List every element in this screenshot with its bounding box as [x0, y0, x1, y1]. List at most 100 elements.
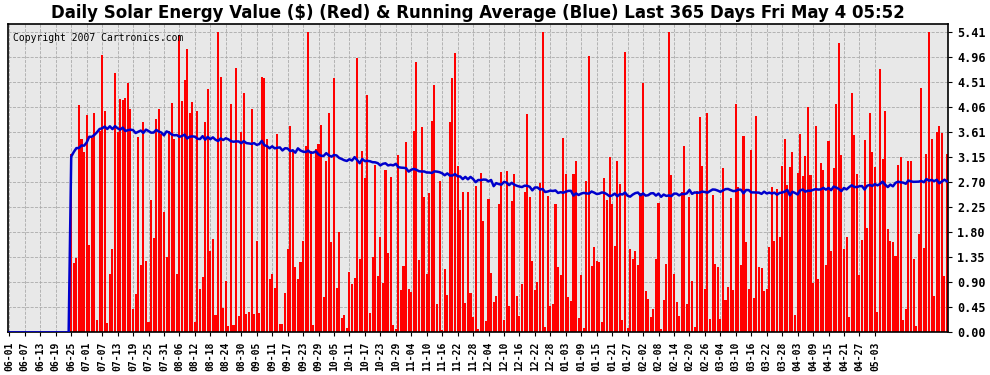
Bar [310, 151, 312, 332]
Bar [557, 267, 559, 332]
Bar [655, 260, 657, 332]
Bar [627, 328, 629, 332]
Bar [570, 301, 572, 332]
Bar [75, 258, 77, 332]
Bar [786, 185, 788, 332]
Bar [70, 154, 72, 332]
Bar [526, 114, 529, 332]
Bar [773, 242, 775, 332]
Bar [112, 249, 114, 332]
Bar [675, 302, 677, 332]
Bar [828, 141, 830, 332]
Bar [644, 291, 646, 332]
Bar [549, 306, 551, 332]
Bar [939, 126, 940, 332]
Bar [850, 93, 852, 332]
Bar [567, 297, 569, 332]
Bar [848, 316, 850, 332]
Bar [101, 56, 103, 332]
Bar [318, 144, 320, 332]
Bar [825, 265, 827, 332]
Bar [448, 122, 450, 332]
Bar [593, 247, 595, 332]
Bar [742, 136, 744, 332]
Bar [464, 303, 466, 332]
Bar [284, 293, 286, 332]
Bar [606, 200, 608, 332]
Text: Copyright 2007 Cartronics.com: Copyright 2007 Cartronics.com [13, 33, 183, 43]
Bar [222, 308, 224, 332]
Bar [791, 152, 794, 332]
Bar [467, 192, 469, 332]
Bar [431, 121, 433, 332]
Bar [619, 184, 621, 332]
Bar [603, 178, 606, 332]
Bar [544, 327, 546, 332]
Bar [99, 131, 101, 332]
Bar [740, 265, 742, 332]
Bar [876, 312, 878, 332]
Bar [539, 183, 542, 332]
Bar [583, 328, 585, 332]
Bar [451, 78, 453, 332]
Bar [632, 259, 634, 332]
Bar [717, 267, 719, 332]
Bar [461, 192, 463, 332]
Bar [554, 204, 556, 332]
Bar [286, 249, 289, 332]
Bar [73, 263, 75, 332]
Bar [614, 246, 616, 332]
Bar [279, 324, 281, 332]
Bar [426, 274, 428, 332]
Bar [524, 192, 526, 332]
Bar [652, 309, 654, 332]
Bar [590, 266, 593, 332]
Bar [812, 283, 814, 332]
Bar [248, 312, 250, 332]
Bar [733, 290, 735, 332]
Bar [217, 32, 219, 332]
Bar [725, 300, 727, 332]
Bar [542, 32, 544, 332]
Bar [934, 296, 936, 332]
Bar [125, 98, 127, 332]
Bar [130, 109, 132, 332]
Bar [165, 257, 167, 332]
Bar [699, 117, 701, 332]
Bar [246, 314, 248, 332]
Bar [333, 78, 335, 332]
Bar [434, 85, 436, 332]
Bar [145, 261, 147, 332]
Bar [863, 141, 865, 332]
Bar [93, 113, 95, 332]
Bar [836, 105, 838, 332]
Bar [176, 273, 178, 332]
Bar [408, 289, 410, 332]
Bar [299, 262, 302, 332]
Bar [181, 101, 183, 332]
Bar [387, 253, 389, 332]
Bar [598, 262, 600, 332]
Bar [940, 133, 942, 332]
Bar [292, 152, 294, 332]
Bar [106, 322, 108, 332]
Bar [768, 247, 770, 332]
Bar [936, 132, 938, 332]
Bar [668, 32, 670, 332]
Bar [395, 329, 397, 332]
Bar [493, 302, 495, 332]
Bar [926, 154, 928, 332]
Bar [503, 320, 505, 332]
Bar [366, 95, 368, 332]
Bar [348, 273, 350, 332]
Bar [946, 154, 948, 332]
Bar [897, 165, 899, 332]
Bar [559, 275, 561, 332]
Bar [323, 297, 325, 332]
Bar [609, 157, 611, 332]
Bar [519, 316, 521, 332]
Bar [910, 161, 912, 332]
Bar [562, 138, 564, 332]
Bar [469, 293, 471, 332]
Bar [260, 77, 263, 332]
